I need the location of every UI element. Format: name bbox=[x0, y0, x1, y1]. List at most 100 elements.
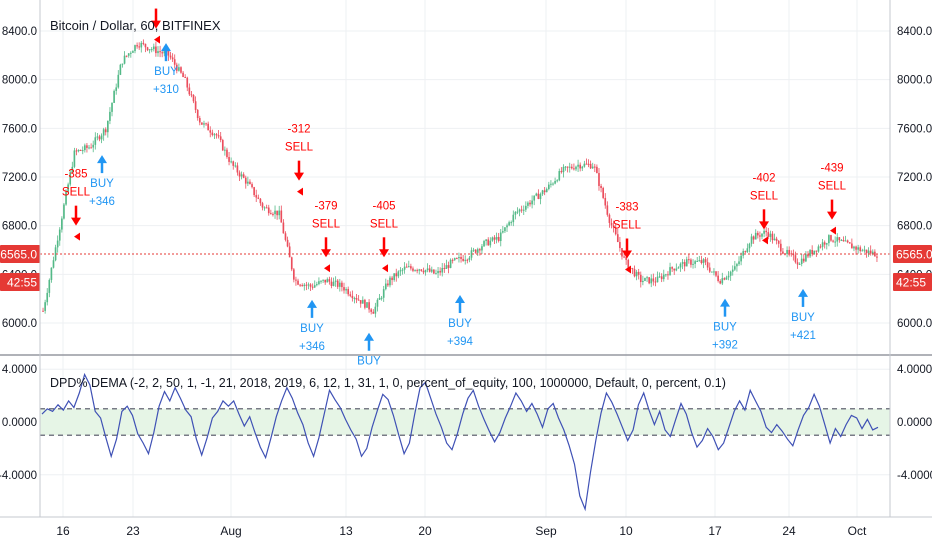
buy-arrow-head bbox=[364, 332, 374, 341]
candle-body bbox=[485, 239, 487, 242]
candle-body bbox=[742, 251, 745, 256]
candle bbox=[219, 132, 222, 143]
candle bbox=[830, 234, 832, 242]
candle bbox=[504, 227, 506, 233]
candle bbox=[802, 254, 805, 264]
candle bbox=[251, 182, 253, 189]
candle bbox=[46, 288, 49, 306]
candle-body bbox=[476, 249, 479, 253]
candle bbox=[240, 171, 243, 180]
candle bbox=[207, 121, 209, 131]
candle-body bbox=[52, 260, 55, 268]
candle bbox=[585, 158, 588, 165]
candle bbox=[69, 170, 72, 187]
candle bbox=[579, 162, 582, 172]
candle-body bbox=[756, 232, 759, 236]
candle bbox=[88, 145, 90, 150]
candle bbox=[499, 229, 502, 247]
candle-body bbox=[73, 150, 76, 167]
candle-body bbox=[127, 53, 130, 56]
candle-body bbox=[345, 289, 347, 291]
candle-body bbox=[265, 207, 268, 209]
candle bbox=[136, 42, 138, 49]
candle bbox=[382, 285, 385, 302]
candle bbox=[357, 295, 360, 301]
candle bbox=[493, 235, 496, 245]
candle bbox=[863, 245, 866, 253]
candle bbox=[401, 268, 404, 275]
candle-body bbox=[719, 281, 722, 284]
candle-body bbox=[357, 299, 360, 301]
candle-body bbox=[579, 164, 582, 169]
time-tick-label: Oct bbox=[848, 524, 867, 538]
candle bbox=[217, 130, 220, 139]
candle-body bbox=[483, 241, 485, 247]
candle bbox=[213, 132, 216, 139]
candle-body bbox=[800, 258, 803, 264]
candle-body bbox=[794, 255, 797, 263]
candle bbox=[773, 233, 776, 241]
candle bbox=[644, 277, 646, 282]
candle-body bbox=[274, 210, 276, 215]
current-price-badge-right-bg bbox=[893, 245, 932, 263]
candle-body bbox=[140, 42, 143, 48]
candle bbox=[740, 252, 742, 266]
candle bbox=[205, 122, 207, 126]
candle-body bbox=[391, 277, 393, 281]
candle bbox=[138, 42, 141, 50]
indicator-band-fill bbox=[40, 408, 890, 436]
candle-body bbox=[123, 55, 126, 64]
candle bbox=[42, 307, 44, 312]
candle bbox=[637, 268, 640, 280]
candle-body bbox=[173, 59, 176, 65]
candle bbox=[422, 267, 425, 275]
candle-body bbox=[834, 241, 836, 243]
candle-body bbox=[96, 136, 99, 138]
candle bbox=[211, 129, 214, 137]
candle-body bbox=[121, 63, 124, 65]
candle-body bbox=[106, 120, 109, 133]
candle-body bbox=[284, 233, 287, 240]
candle-body bbox=[224, 149, 226, 151]
candle-body bbox=[489, 240, 492, 246]
candle-body bbox=[750, 236, 753, 244]
candle bbox=[244, 175, 247, 189]
buy-value: +394 bbox=[447, 336, 474, 348]
candle-body bbox=[418, 269, 421, 271]
price-tick-right: 7200.0 bbox=[897, 172, 932, 184]
sell-arrow-head bbox=[294, 172, 304, 181]
candle bbox=[700, 255, 703, 265]
sell-value: -379 bbox=[314, 200, 337, 212]
candle-body bbox=[109, 111, 111, 121]
candle-body bbox=[307, 284, 310, 286]
candle bbox=[374, 302, 377, 318]
candle-body bbox=[474, 249, 477, 253]
candle-body bbox=[654, 281, 657, 283]
candle bbox=[619, 236, 621, 252]
countdown-badge-right-bg bbox=[893, 273, 932, 291]
candle-body bbox=[393, 273, 396, 281]
candle bbox=[439, 267, 441, 276]
price-tick-right: 6000.0 bbox=[897, 318, 932, 330]
candle bbox=[711, 271, 713, 273]
candle bbox=[654, 277, 657, 287]
candle-body bbox=[389, 277, 391, 286]
candle bbox=[543, 186, 546, 196]
candle bbox=[518, 208, 521, 217]
candle-body bbox=[228, 157, 230, 162]
time-tick-label: 17 bbox=[708, 524, 722, 538]
candle-body bbox=[136, 45, 138, 47]
candle bbox=[708, 262, 711, 273]
sell-marker-icon bbox=[625, 265, 631, 274]
candle-body bbox=[86, 145, 88, 148]
candle-body bbox=[410, 266, 412, 269]
candle-body bbox=[673, 268, 676, 271]
candle bbox=[861, 248, 864, 252]
candle bbox=[234, 162, 237, 168]
candle-body bbox=[230, 161, 232, 163]
time-tick-label: 20 bbox=[418, 524, 432, 538]
candle bbox=[192, 94, 195, 104]
candle bbox=[407, 260, 410, 268]
candle bbox=[67, 182, 69, 193]
